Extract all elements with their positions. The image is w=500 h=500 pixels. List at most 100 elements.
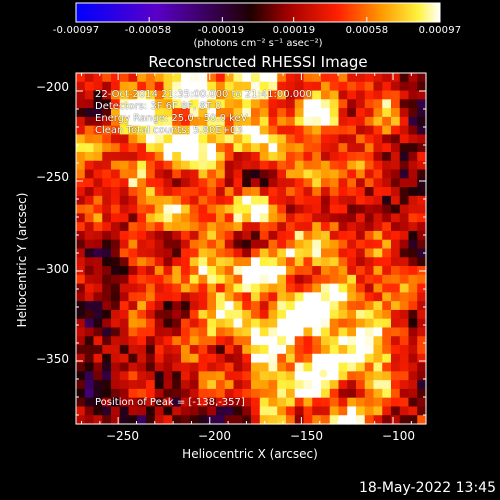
heatmap-cell: [146, 345, 156, 355]
heatmap-cell: [84, 309, 95, 320]
heatmap-cell: [408, 222, 418, 232]
heatmap-cell: [408, 380, 418, 390]
heatmap-cell: [294, 406, 305, 416]
heatmap-cell: [233, 116, 243, 127]
heatmap-cell: [154, 125, 165, 136]
heatmap-cell: [93, 283, 103, 293]
heatmap-cell: [84, 73, 95, 83]
heatmap-cell: [251, 266, 261, 276]
heatmap-cell: [154, 248, 165, 258]
heatmap-cell: [268, 309, 278, 320]
heatmap-cell: [251, 134, 261, 144]
heatmap-cell: [76, 345, 86, 355]
heatmap-cell: [137, 397, 147, 408]
heatmap-cell: [111, 204, 121, 215]
heatmap-cell: [163, 116, 173, 127]
heatmap-cell: [382, 248, 392, 258]
heatmap-cell: [137, 318, 147, 329]
heatmap-cell: [84, 108, 95, 118]
heatmap-cell: [242, 116, 252, 127]
heatmap-cell: [312, 257, 322, 267]
heatmap-cell: [364, 397, 375, 408]
heatmap-cell: [347, 415, 357, 425]
heatmap-cell: [189, 90, 200, 100]
heatmap-cell: [198, 151, 208, 162]
heatmap-cell: [329, 248, 340, 258]
heatmap-cell: [329, 345, 340, 355]
heatmap-cell: [207, 371, 217, 381]
heatmap-cell: [356, 143, 366, 153]
heatmap-cell: [198, 143, 208, 153]
heatmap-cell: [76, 230, 86, 241]
heatmap-cell: [382, 415, 392, 425]
heatmap-cell: [111, 380, 121, 390]
heatmap-cell: [277, 415, 287, 425]
heatmap-cell: [286, 187, 296, 197]
heatmap-cell: [242, 397, 252, 408]
heatmap-cell: [207, 257, 217, 267]
heatmap-cell: [268, 90, 278, 100]
heatmap-cell: [207, 108, 217, 118]
heatmap-cell: [128, 318, 138, 329]
heatmap-cell: [364, 345, 375, 355]
heatmap-cell: [417, 283, 427, 293]
heatmap-cell: [233, 151, 243, 162]
heatmap-cell: [294, 187, 305, 197]
heatmap-cell: [76, 248, 86, 258]
heatmap-cell: [154, 266, 165, 276]
heatmap-cell: [312, 178, 322, 188]
heatmap-cell: [259, 187, 270, 197]
heatmap-cell: [146, 160, 156, 171]
heatmap-cell: [391, 327, 401, 337]
heatmap-cell: [119, 169, 130, 179]
heatmap-cell: [84, 274, 95, 285]
heatmap-cell: [364, 309, 375, 320]
heatmap-cell: [76, 108, 86, 118]
heatmap-cell: [382, 116, 392, 127]
heatmap-cell: [391, 195, 401, 206]
heatmap-cell: [76, 380, 86, 390]
heatmap-cell: [128, 345, 138, 355]
heatmap-cell: [321, 406, 331, 416]
heatmap-cell: [399, 257, 410, 267]
heatmap-cell: [382, 143, 392, 153]
heatmap-cell: [268, 397, 278, 408]
heatmap-cell: [84, 169, 95, 179]
heatmap-cell: [312, 169, 322, 179]
heatmap-cell: [102, 257, 112, 267]
heatmap-cell: [137, 73, 147, 83]
heatmap-cell: [128, 353, 138, 364]
heatmap-cell: [93, 160, 103, 171]
heatmap-cell: [163, 353, 173, 364]
heatmap-cell: [251, 415, 261, 425]
heatmap-cell: [137, 116, 147, 127]
heatmap-cell: [181, 283, 191, 293]
heatmap-cell: [146, 108, 156, 118]
heatmap-cell: [268, 143, 278, 153]
heatmap-cell: [268, 274, 278, 285]
heatmap-cell: [84, 160, 95, 171]
heatmap-cell: [189, 81, 200, 92]
heatmap-cell: [303, 81, 313, 92]
heatmap-cell: [119, 151, 130, 162]
heatmap-cell: [181, 266, 191, 276]
heatmap-cell: [251, 213, 261, 223]
heatmap-cell: [259, 353, 270, 364]
heatmap-cell: [111, 371, 121, 381]
heatmap-cell: [356, 406, 366, 416]
heatmap-cell: [111, 239, 121, 250]
heatmap-cell: [224, 90, 235, 100]
heatmap-cell: [172, 397, 182, 408]
heatmap-cell: [338, 406, 348, 416]
heatmap-cell: [163, 336, 173, 346]
heatmap-cell: [242, 248, 252, 258]
heatmap-cell: [259, 274, 270, 285]
heatmap-cell: [154, 397, 165, 408]
heatmap-cell: [259, 397, 270, 408]
heatmap-cell: [233, 388, 243, 399]
heatmap-cell: [242, 274, 252, 285]
heatmap-cell: [233, 257, 243, 267]
heatmap-cell: [303, 195, 313, 206]
heatmap-cell: [224, 73, 235, 83]
heatmap-cell: [373, 397, 383, 408]
